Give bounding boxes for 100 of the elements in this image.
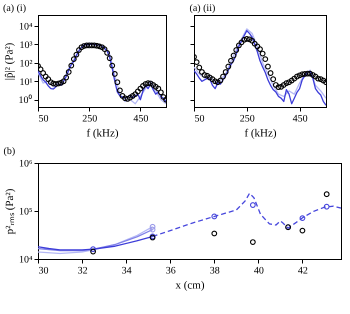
- y-tick-label: 10⁴: [19, 254, 33, 266]
- point: [60, 78, 66, 84]
- point: [160, 94, 166, 100]
- point: [81, 43, 87, 49]
- point: [78, 44, 84, 50]
- y-tick-label: 10⁴: [19, 22, 33, 33]
- point: [278, 84, 284, 90]
- point: [212, 78, 218, 84]
- point: [236, 42, 242, 48]
- point: [300, 215, 306, 222]
- point: [250, 239, 256, 245]
- y-tick-label: 10²: [20, 58, 32, 70]
- x-tick-label: 38: [210, 266, 220, 276]
- point: [260, 50, 266, 56]
- point: [299, 71, 306, 78]
- point: [106, 55, 113, 62]
- point: [225, 64, 232, 70]
- point: [230, 52, 236, 58]
- point: [112, 71, 118, 77]
- point: [202, 72, 208, 78]
- y-axis-title: p²ᵣₘₛ (Pa²): [4, 188, 16, 234]
- point: [150, 226, 156, 232]
- point: [132, 91, 138, 98]
- point: [88, 42, 95, 48]
- x-tick-label: 30: [38, 266, 48, 276]
- point: [63, 74, 70, 80]
- point: [140, 83, 146, 89]
- point: [56, 80, 62, 86]
- point: [302, 71, 308, 77]
- point: [204, 72, 210, 79]
- point: [310, 72, 316, 78]
- point: [66, 69, 72, 75]
- point: [315, 76, 321, 82]
- point: [291, 76, 298, 82]
- point: [210, 76, 216, 82]
- point: [155, 86, 162, 92]
- point: [214, 79, 221, 86]
- point: [158, 89, 164, 96]
- point: [99, 44, 105, 50]
- point: [249, 38, 255, 44]
- point: [296, 72, 302, 78]
- point: [244, 36, 250, 42]
- x-tick-label: 32: [78, 266, 88, 276]
- point: [312, 74, 318, 80]
- point: [117, 87, 123, 94]
- x-tick-label: 50: [194, 114, 204, 124]
- point: [320, 78, 326, 84]
- point: [211, 214, 218, 220]
- point: [199, 69, 205, 75]
- point: [122, 95, 128, 102]
- y-tick-label: 10³: [20, 40, 32, 51]
- point: [254, 43, 260, 50]
- point: [120, 93, 126, 99]
- x-tick-label: 36: [166, 266, 176, 276]
- point: [324, 191, 330, 198]
- point: [233, 47, 240, 53]
- point: [127, 94, 134, 100]
- point: [90, 246, 96, 252]
- x-tick-label: 450: [133, 114, 148, 124]
- point: [152, 84, 159, 90]
- point: [148, 80, 154, 86]
- point: [268, 70, 274, 76]
- point: [76, 47, 82, 53]
- point: [58, 80, 64, 86]
- point: [228, 58, 234, 64]
- point: [206, 74, 213, 80]
- point: [134, 88, 141, 94]
- point: [304, 70, 310, 77]
- point: [150, 224, 156, 230]
- point: [104, 50, 110, 56]
- point: [284, 80, 290, 86]
- point: [300, 228, 306, 234]
- point: [38, 66, 44, 72]
- point: [150, 82, 156, 88]
- point: [286, 79, 292, 86]
- chart-title: (b): [4, 146, 16, 157]
- point: [91, 42, 98, 48]
- point: [74, 52, 80, 58]
- x-tick-label: 34: [122, 266, 132, 276]
- point: [272, 82, 279, 88]
- chart-title: (a) (i): [3, 3, 26, 14]
- point: [238, 39, 244, 46]
- point: [145, 80, 151, 86]
- point: [114, 79, 120, 86]
- y-tick-label: 10⁵: [19, 206, 32, 218]
- point: [90, 248, 96, 254]
- point: [294, 74, 300, 80]
- x-tick-label: 40: [254, 266, 264, 276]
- chart-title: (a) (ii): [190, 3, 216, 14]
- point: [288, 78, 295, 84]
- point: [262, 56, 268, 62]
- point: [218, 78, 224, 84]
- point: [196, 64, 202, 70]
- x-axis-title: f (kHz): [244, 128, 277, 140]
- point: [220, 74, 226, 80]
- point: [70, 56, 77, 62]
- point: [94, 42, 100, 49]
- point: [130, 93, 136, 99]
- point: [84, 42, 90, 48]
- point: [48, 79, 54, 86]
